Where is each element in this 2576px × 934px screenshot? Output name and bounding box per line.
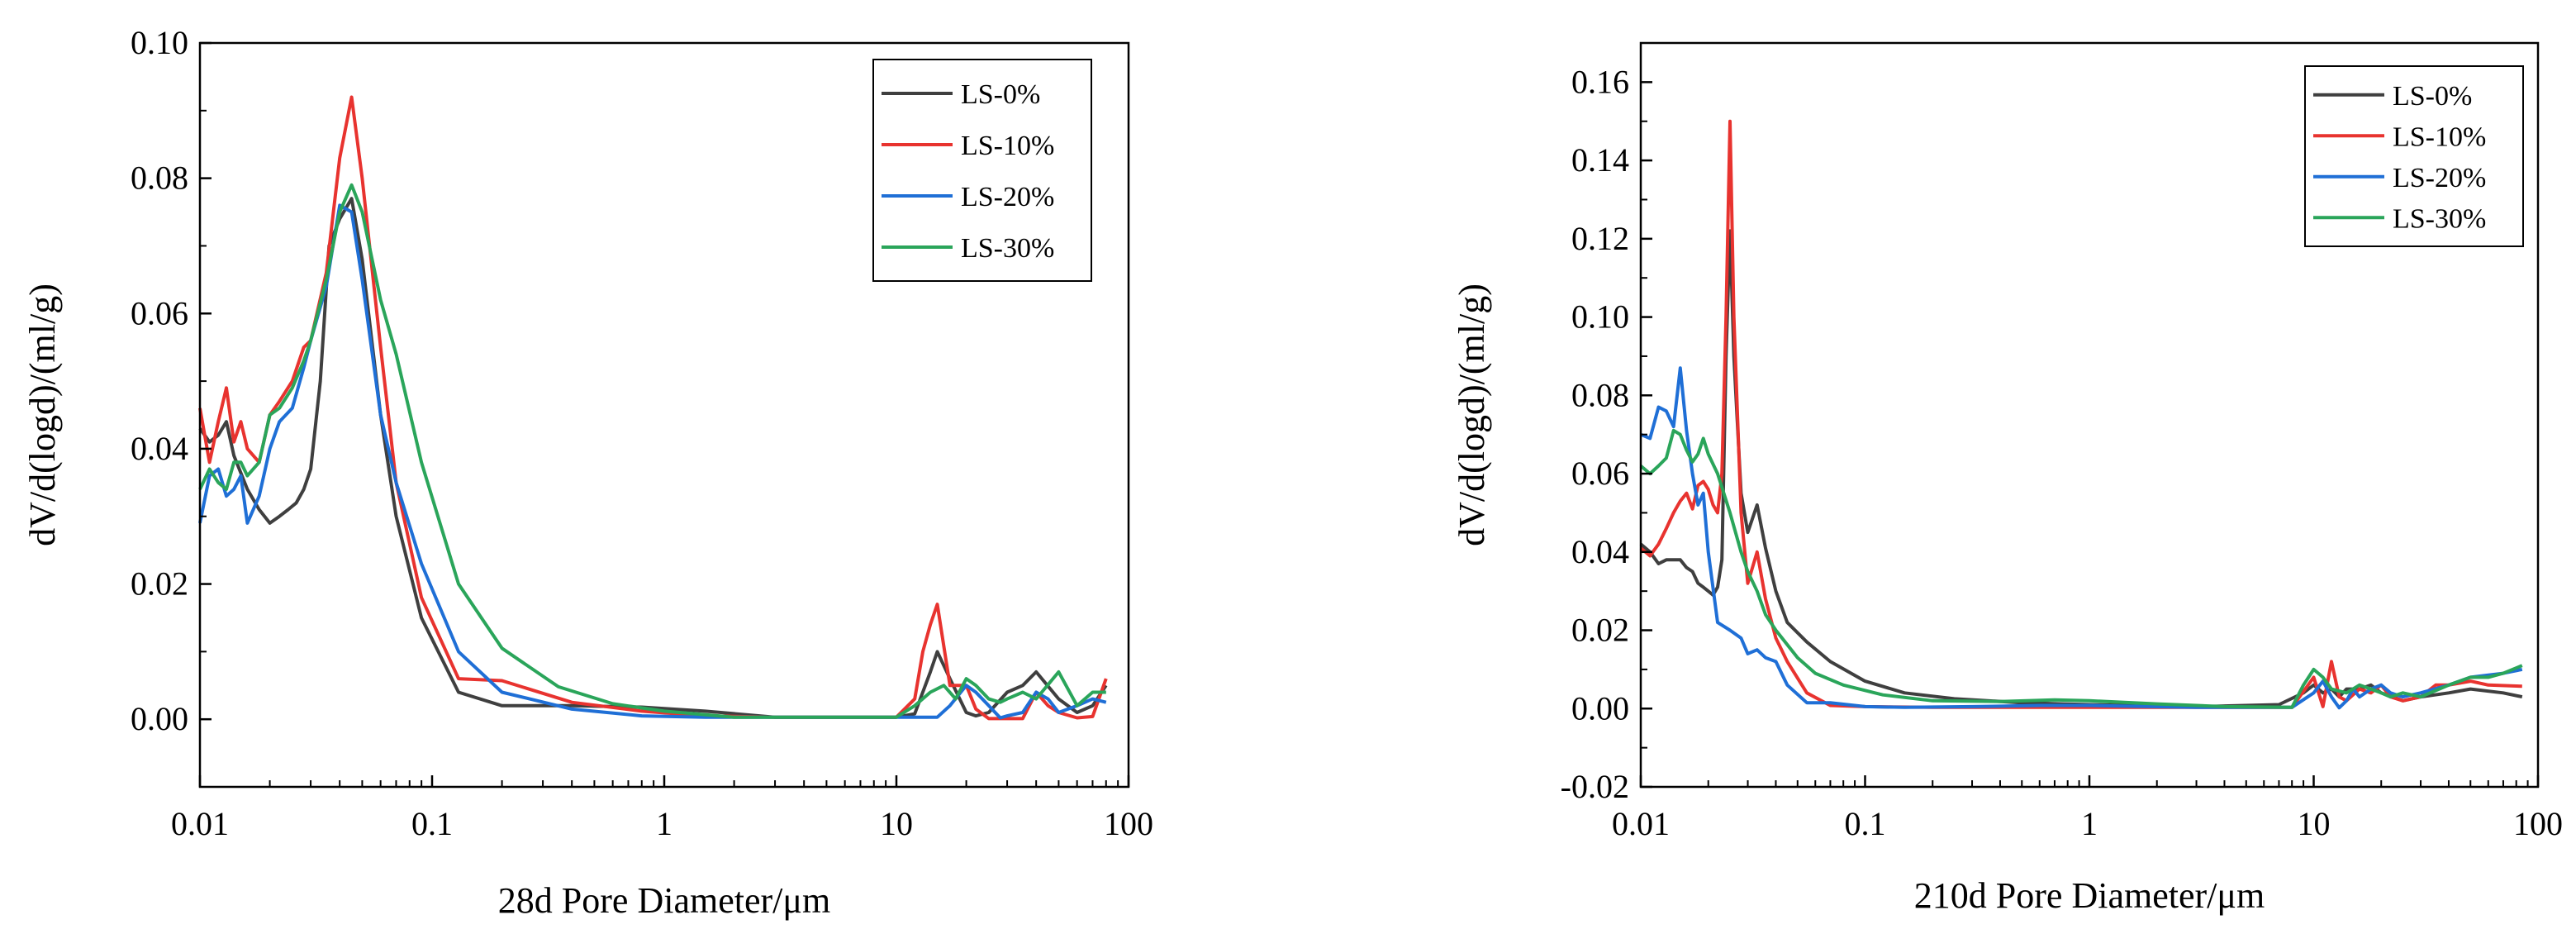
y-tick-label: 0.12 <box>1571 220 1629 257</box>
series-line-ls-20 <box>198 203 1107 720</box>
x-tick-label: 0.1 <box>411 805 453 842</box>
x-tick-label: 1 <box>656 805 673 842</box>
y-tick-label: 0.02 <box>131 565 188 603</box>
x-tick-label: 0.01 <box>171 805 229 842</box>
y-tick-label: 0.16 <box>1571 63 1629 100</box>
series-group <box>1639 119 2523 710</box>
x-tick-label: 10 <box>2298 805 2331 842</box>
y-tick-label: 0.02 <box>1571 612 1629 649</box>
y-axis-title: dV/d(logd)/(ml/g) <box>1452 284 1492 546</box>
y-tick-label: 0.14 <box>1571 141 1629 179</box>
x-tick-label: 0.01 <box>1612 805 1670 842</box>
y-tick-label: 0.00 <box>1571 689 1629 727</box>
legend: LS-0% LS-10% LS-20% LS-30% <box>2304 65 2524 247</box>
legend-label: LS-20% <box>2393 163 2486 193</box>
y-tick-label: -0.02 <box>1561 768 1629 805</box>
series-line-ls-30 <box>1639 428 2523 709</box>
x-tick-label: 10 <box>880 805 913 842</box>
x-tick-label: 100 <box>2513 805 2563 842</box>
series-line-ls-20 <box>1640 366 2523 710</box>
legend-label: LS-30% <box>961 233 1054 264</box>
chart-210d: -0.02 0.00 0.02 0.04 0.06 0.08 0.10 0.12 0.14 0.1… <box>1452 41 2563 916</box>
x-tick-label: 1 <box>2081 805 2098 842</box>
series-line-ls-30 <box>198 183 1106 719</box>
y-tick-label: 0.10 <box>1571 298 1629 336</box>
y-tick-label: 0.06 <box>131 294 188 331</box>
legend-label: LS-0% <box>2393 81 2472 112</box>
y-tick-label: 0.04 <box>131 430 188 467</box>
legend-label: LS-10% <box>2393 122 2486 152</box>
x-axis-title: 28d Pore Diameter/μm <box>498 880 830 921</box>
y-tick-label: 0.10 <box>131 24 188 61</box>
series-group <box>198 95 1108 721</box>
legend-label: LS-10% <box>961 131 1054 161</box>
y-tick-label: 0.08 <box>1571 376 1629 413</box>
series-line-ls-0 <box>1639 229 2523 708</box>
x-tick-label: 100 <box>1104 805 1153 842</box>
series-line-ls-0 <box>198 197 1108 719</box>
legend-label: LS-30% <box>2393 203 2486 234</box>
chart-28d: 0.00 0.02 0.04 0.06 0.08 0.10 0.01 0.1 1 10 100 28d… <box>22 24 1153 921</box>
y-tick-label: 0.08 <box>131 160 188 197</box>
x-axis-title: 210d Pore Diameter/μm <box>1914 875 2265 916</box>
y-tick-label: 0.00 <box>131 700 188 737</box>
y-tick-label: 0.04 <box>1571 533 1629 570</box>
y-tick-label: 0.06 <box>1571 455 1629 492</box>
legend: LS-0% LS-10% LS-20% LS-30% <box>872 59 1092 282</box>
y-axis-title: dV/d(logd)/(ml/g) <box>22 284 63 546</box>
legend-box <box>872 59 1092 282</box>
legend-label: LS-20% <box>961 182 1054 212</box>
legend-label: LS-0% <box>961 79 1040 110</box>
x-tick-label: 0.1 <box>1845 805 1886 842</box>
